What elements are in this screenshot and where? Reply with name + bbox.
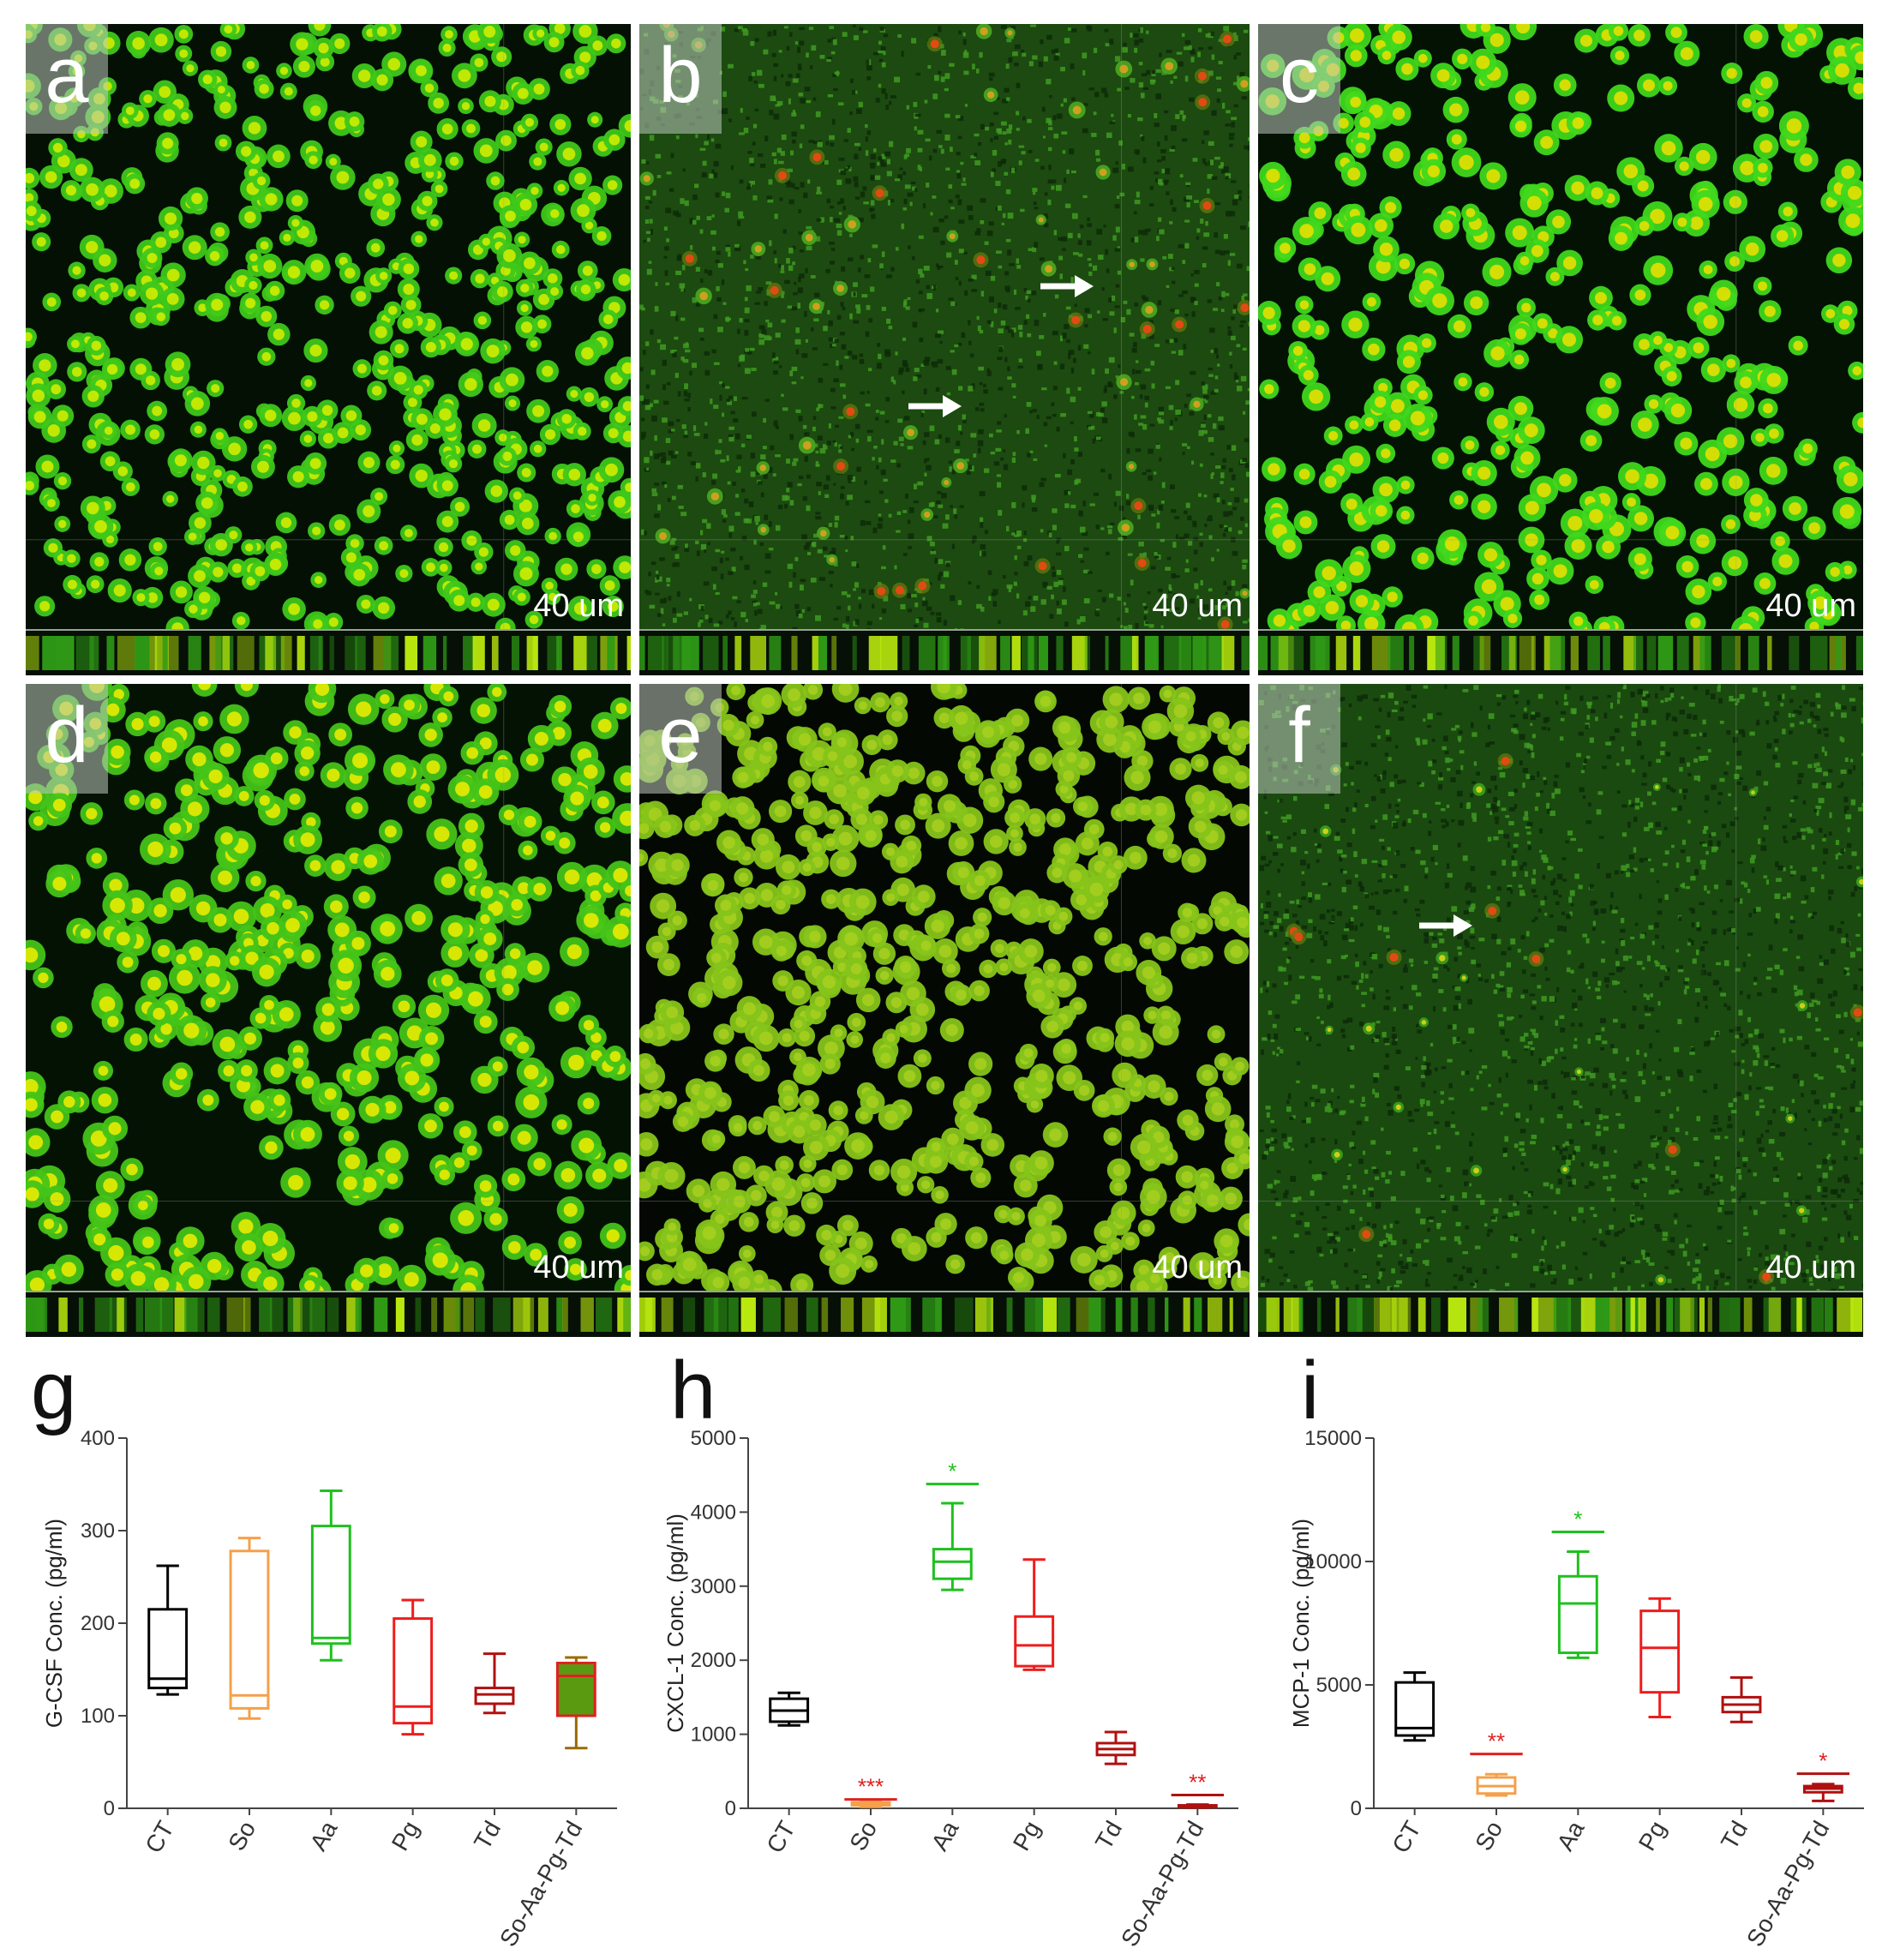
micrograph-image (1258, 24, 1863, 631)
x-tick-label: Pg (387, 1817, 424, 1855)
chart-letter-h: h (670, 1345, 716, 1436)
scale-bar-label: 40 um (1765, 1250, 1856, 1286)
z-stack-strip (639, 629, 1250, 675)
significance-label: * (1819, 1748, 1827, 1774)
box-So: *** (844, 1774, 897, 1808)
y-tick-label: 200 (81, 1612, 115, 1635)
x-tick-label: So (223, 1817, 261, 1855)
micrograph-image (26, 684, 631, 1292)
z-stack-strip (639, 1291, 1250, 1337)
box-Td (474, 1652, 515, 1715)
panel-letter: a (26, 24, 108, 134)
y-tick-label: 0 (1351, 1797, 1362, 1820)
micrograph-panel-a: a 40 um (26, 24, 631, 675)
box-CT (769, 1691, 810, 1727)
y-tick-label: 5000 (691, 1427, 736, 1450)
z-stack-strip (1258, 629, 1863, 675)
box-chart-g-csf: 0 100 200 300 400 G-CSF Conc. (pg/ml) CT So Aa Pg… (41, 1427, 617, 1951)
arrow-icon (1040, 275, 1094, 297)
significance-label: * (1573, 1506, 1582, 1531)
x-tick-label: CT (1387, 1817, 1426, 1858)
x-tick-label: Aa (926, 1816, 964, 1855)
panel-letter: c (1258, 24, 1340, 134)
scale-bar-label: 40 um (1152, 1250, 1243, 1286)
x-tick-label: Td (469, 1817, 506, 1855)
x-tick-label: So-Aa-Pg-Td (1116, 1817, 1209, 1951)
y-tick-label: 5000 (1316, 1674, 1362, 1697)
significance-label: *** (858, 1774, 884, 1800)
box-CT (147, 1564, 189, 1696)
y-tick-label: 300 (81, 1519, 115, 1543)
box-So: ** (1470, 1729, 1523, 1797)
box-So-Aa-Pg-Td: ** (1171, 1769, 1225, 1809)
box-Aa: * (926, 1459, 980, 1591)
box-So-Aa-Pg-Td (555, 1656, 596, 1750)
z-stack-strip (26, 629, 631, 675)
x-tick-label: CT (140, 1817, 179, 1858)
x-tick-label: So (1470, 1817, 1507, 1855)
box-chart-cxcl-1: 0 1000 2000 3000 4000 5000 CXCL-1 Conc. (pg/ml… (662, 1427, 1238, 1951)
scale-bar-label: 40 um (533, 1250, 624, 1286)
box-Aa (310, 1489, 351, 1662)
y-tick-label: 15000 (1304, 1427, 1362, 1450)
box-CT (1394, 1671, 1435, 1742)
panel-letter: b (639, 24, 722, 134)
x-tick-label: So-Aa-Pg-Td (1741, 1817, 1835, 1951)
micrograph-panel-e: e 40 um (639, 684, 1250, 1337)
significance-label: ** (1488, 1729, 1505, 1754)
box-Pg (1014, 1558, 1055, 1671)
x-tick-label: CT (761, 1817, 800, 1858)
box-So (229, 1537, 270, 1720)
scale-bar-label: 40 um (1152, 588, 1243, 624)
scale-bar-label: 40 um (533, 588, 624, 624)
micrograph-image (1258, 684, 1863, 1292)
arrow-icon (908, 395, 962, 417)
panel-letter: e (639, 684, 722, 794)
y-tick-label: 2000 (691, 1649, 736, 1672)
chart-letter-i: i (1301, 1345, 1320, 1436)
box-So-Aa-Pg-Td: * (1796, 1748, 1850, 1802)
x-tick-label: So (844, 1817, 882, 1855)
y-axis-label: MCP-1 Conc. (pg/ml) (1288, 1519, 1314, 1728)
micrograph-image (26, 24, 631, 631)
y-tick-label: 3000 (691, 1575, 736, 1598)
micrograph-panel-c: c 40 um (1258, 24, 1863, 675)
chart-letter-g: g (31, 1345, 77, 1436)
y-axis-label: CXCL-1 Conc. (pg/ml) (662, 1513, 688, 1733)
y-tick-label: 0 (104, 1797, 115, 1820)
box-Pg (1639, 1597, 1681, 1718)
y-tick-label: 4000 (691, 1501, 736, 1524)
panel-letter: d (26, 684, 108, 794)
x-tick-label: Aa (305, 1816, 343, 1855)
box-Td (1721, 1675, 1762, 1723)
y-tick-label: 100 (81, 1705, 115, 1728)
arrow-icon (1419, 914, 1472, 937)
x-tick-label: Td (1090, 1817, 1127, 1855)
micrograph-panel-f: f 40 um (1258, 684, 1863, 1337)
micrograph-image (639, 24, 1250, 631)
micrograph-image (639, 684, 1250, 1292)
x-tick-label: Pg (1633, 1817, 1671, 1855)
z-stack-strip (1258, 1291, 1863, 1337)
x-tick-label: Aa (1552, 1816, 1590, 1855)
micrograph-panel-b: b 40 um (639, 24, 1250, 675)
y-tick-label: 1000 (691, 1723, 736, 1747)
z-stack-strip (26, 1291, 631, 1337)
x-tick-label: So-Aa-Pg-Td (494, 1817, 588, 1951)
significance-label: * (948, 1459, 956, 1484)
x-tick-label: Td (1716, 1817, 1753, 1855)
box-Aa: * (1551, 1506, 1605, 1659)
scale-bar-label: 40 um (1765, 588, 1856, 624)
significance-label: ** (1189, 1769, 1206, 1795)
panel-letter: f (1258, 684, 1340, 794)
box-Td (1095, 1730, 1136, 1765)
x-tick-label: Pg (1008, 1817, 1046, 1855)
y-tick-label: 0 (725, 1797, 736, 1820)
micrograph-panel-d: d 40 um (26, 684, 631, 1337)
box-Pg (393, 1598, 434, 1736)
y-tick-label: 400 (81, 1427, 115, 1450)
y-tick-label: 10000 (1304, 1550, 1362, 1573)
y-axis-label: G-CSF Conc. (pg/ml) (41, 1519, 67, 1728)
